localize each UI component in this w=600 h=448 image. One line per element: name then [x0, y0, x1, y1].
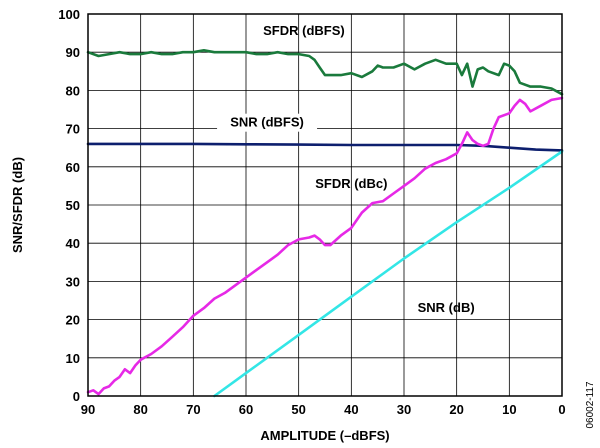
y-tick-label-9: 90 [66, 45, 80, 60]
series-line-3 [213, 150, 564, 398]
series-labels: SFDR (dBFS) SNR (dBFS) SFDR (dBc) SNR (dB) [217, 23, 475, 315]
y-tick-label-7: 70 [66, 122, 80, 137]
series-label-background-1 [217, 113, 318, 132]
y-tick-label-5: 50 [66, 198, 80, 213]
x-tick-label-8: 10 [502, 402, 516, 417]
x-tick-label-0: 90 [81, 402, 95, 417]
y-tick-label-8: 80 [66, 83, 80, 98]
figure-id: 06002-117 [585, 381, 596, 429]
series-label-0: SFDR (dBFS) [263, 23, 345, 38]
series-label-3: SNR (dB) [418, 300, 475, 315]
x-tick-label-3: 60 [239, 402, 253, 417]
y-tick-label-0: 0 [73, 389, 80, 404]
x-tick-label-1: 80 [133, 402, 147, 417]
series-label-2: SFDR (dBc) [315, 176, 387, 191]
y-tick-label-6: 60 [66, 160, 80, 175]
y-tick-label-1: 10 [66, 351, 80, 366]
y-tick-label-2: 20 [66, 313, 80, 328]
series-line-1 [86, 142, 564, 152]
y-tick-label-4: 40 [66, 236, 80, 251]
plot-frame [87, 13, 563, 397]
y-tick-label-10: 100 [58, 7, 80, 22]
x-axis-label: AMPLITUDE (–dBFS) [260, 428, 389, 443]
y-axis-label: SNR/SFDR (dB) [10, 157, 25, 253]
series-line-0 [86, 49, 564, 96]
series-label-1: SNR (dBFS) [230, 115, 304, 130]
tick-labels: 90 80 70 60 50 40 30 20 10 0010203040506070809010… [58, 7, 565, 417]
x-tick-label-9: 0 [558, 402, 565, 417]
series-lines [86, 49, 564, 398]
x-tick-label-7: 20 [449, 402, 463, 417]
x-tick-label-2: 70 [186, 402, 200, 417]
x-tick-label-6: 30 [397, 402, 411, 417]
y-tick-label-3: 30 [66, 274, 80, 289]
series-line-2 [86, 96, 564, 396]
x-tick-label-5: 40 [344, 402, 358, 417]
x-tick-label-4: 50 [291, 402, 305, 417]
